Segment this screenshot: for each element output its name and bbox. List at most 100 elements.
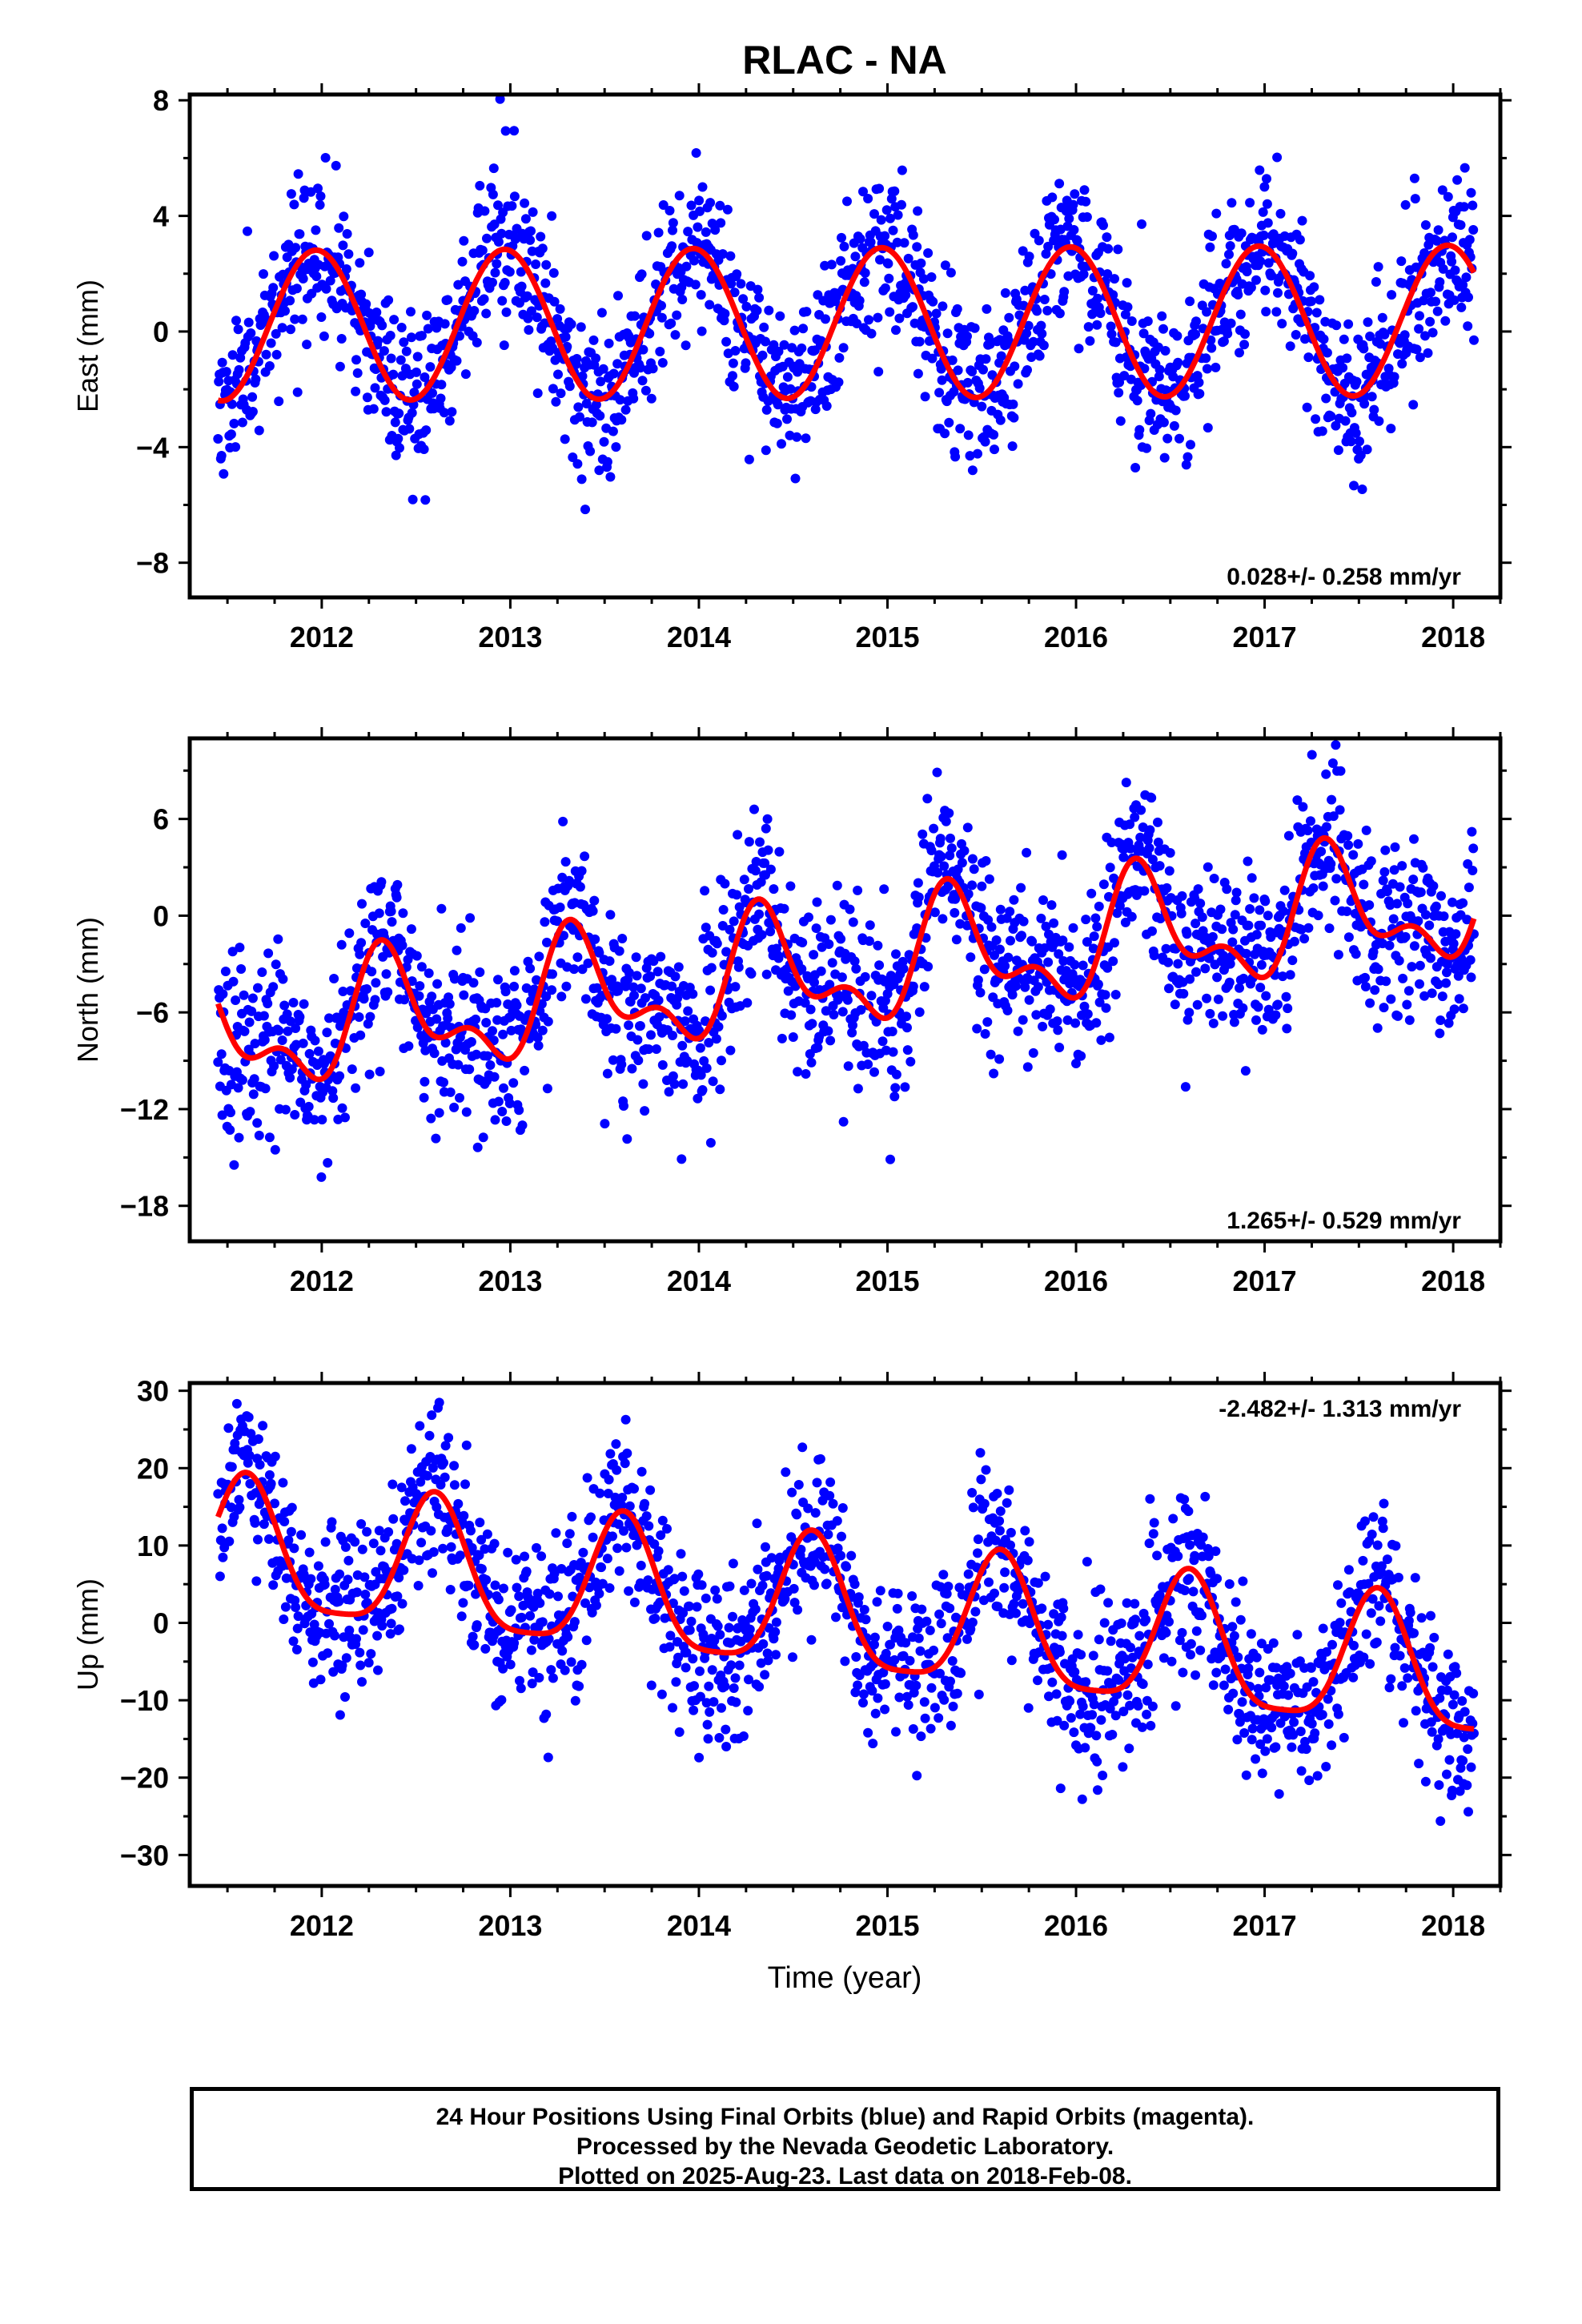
- data-point: [1239, 340, 1250, 350]
- data-point: [1246, 283, 1256, 292]
- data-point: [766, 1553, 777, 1563]
- data-point: [656, 951, 666, 962]
- data-point: [1110, 274, 1119, 284]
- data-point: [646, 1680, 656, 1691]
- data-point: [1251, 1015, 1261, 1025]
- data-point: [952, 1688, 962, 1699]
- data-point: [343, 1555, 354, 1566]
- data-point: [1201, 353, 1211, 364]
- data-point: [541, 1709, 552, 1719]
- data-point: [1251, 930, 1262, 940]
- data-point: [888, 1047, 898, 1057]
- data-point: [1136, 805, 1146, 815]
- data-point: [226, 429, 236, 440]
- data-point: [1085, 336, 1095, 346]
- data-point: [1365, 332, 1375, 341]
- data-point: [374, 908, 384, 919]
- data-point: [920, 1713, 930, 1723]
- data-point: [461, 1107, 472, 1117]
- data-point: [955, 424, 966, 434]
- data-point: [673, 962, 684, 972]
- data-point: [934, 1609, 945, 1619]
- data-point: [714, 1733, 725, 1743]
- data-point: [1122, 1598, 1132, 1608]
- data-point: [1454, 994, 1464, 1004]
- data-point: [705, 198, 716, 208]
- data-point: [1373, 964, 1383, 975]
- data-point: [947, 355, 958, 365]
- data-point: [684, 1601, 694, 1611]
- data-point: [1235, 1717, 1245, 1727]
- data-point: [580, 994, 591, 1004]
- data-point: [555, 903, 565, 912]
- data-point: [443, 1013, 453, 1023]
- data-point: [1279, 906, 1288, 916]
- data-point: [490, 1115, 500, 1125]
- data-point: [1415, 352, 1425, 363]
- data-point: [1267, 271, 1277, 281]
- data-point: [1371, 277, 1381, 287]
- data-point: [825, 1477, 836, 1487]
- data-point: [1125, 1700, 1135, 1711]
- data-point: [374, 1526, 384, 1536]
- data-point: [1208, 1018, 1219, 1028]
- data-point: [407, 976, 417, 987]
- data-point: [416, 1477, 426, 1487]
- data-point: [375, 1067, 385, 1076]
- data-point: [966, 952, 976, 963]
- data-point: [1101, 1003, 1111, 1013]
- data-point: [356, 1519, 367, 1529]
- data-point: [520, 214, 531, 224]
- data-point: [807, 1019, 817, 1029]
- data-point: [693, 1569, 704, 1579]
- data-point: [1185, 974, 1195, 984]
- data-point: [397, 1598, 408, 1609]
- data-point: [425, 362, 436, 372]
- data-point: [1000, 961, 1010, 971]
- data-point: [731, 1697, 741, 1707]
- data-point: [890, 1083, 901, 1093]
- data-point: [289, 1543, 299, 1554]
- x-tick-label: 2016: [1044, 1265, 1108, 1297]
- data-point: [908, 1724, 918, 1734]
- data-point: [1382, 887, 1392, 897]
- data-point: [1202, 364, 1212, 374]
- data-point: [274, 1026, 284, 1035]
- data-point: [560, 1665, 570, 1675]
- data-point: [1313, 911, 1323, 921]
- data-point: [901, 1011, 912, 1022]
- data-point: [503, 1547, 513, 1558]
- data-point: [1130, 1598, 1140, 1609]
- data-point: [1342, 907, 1352, 916]
- data-point: [950, 907, 960, 918]
- data-point: [759, 322, 769, 332]
- data-point: [543, 1752, 553, 1763]
- data-point: [1271, 307, 1282, 317]
- data-point: [440, 1038, 451, 1048]
- data-point: [458, 1598, 468, 1608]
- data-point: [701, 227, 711, 237]
- data-point: [715, 1084, 725, 1095]
- data-point: [280, 306, 290, 316]
- data-point: [1260, 285, 1271, 296]
- data-point: [1055, 1783, 1066, 1794]
- data-point: [919, 1697, 930, 1707]
- data-point: [395, 1624, 404, 1634]
- data-point: [1202, 307, 1212, 317]
- data-point: [769, 884, 779, 895]
- data-point: [1168, 1514, 1178, 1524]
- data-point: [934, 1713, 944, 1723]
- data-point: [962, 377, 973, 388]
- data-point: [1426, 287, 1435, 298]
- data-point: [681, 1647, 692, 1658]
- data-point: [266, 1478, 276, 1489]
- data-point: [1409, 834, 1419, 844]
- data-point: [269, 251, 279, 261]
- data-point: [1014, 310, 1025, 320]
- data-point: [1033, 1578, 1043, 1588]
- data-point: [512, 1000, 522, 1011]
- data-point: [1103, 1598, 1114, 1608]
- data-point: [668, 218, 678, 228]
- x-tick-label: 2018: [1421, 1265, 1485, 1297]
- data-point: [440, 1441, 451, 1451]
